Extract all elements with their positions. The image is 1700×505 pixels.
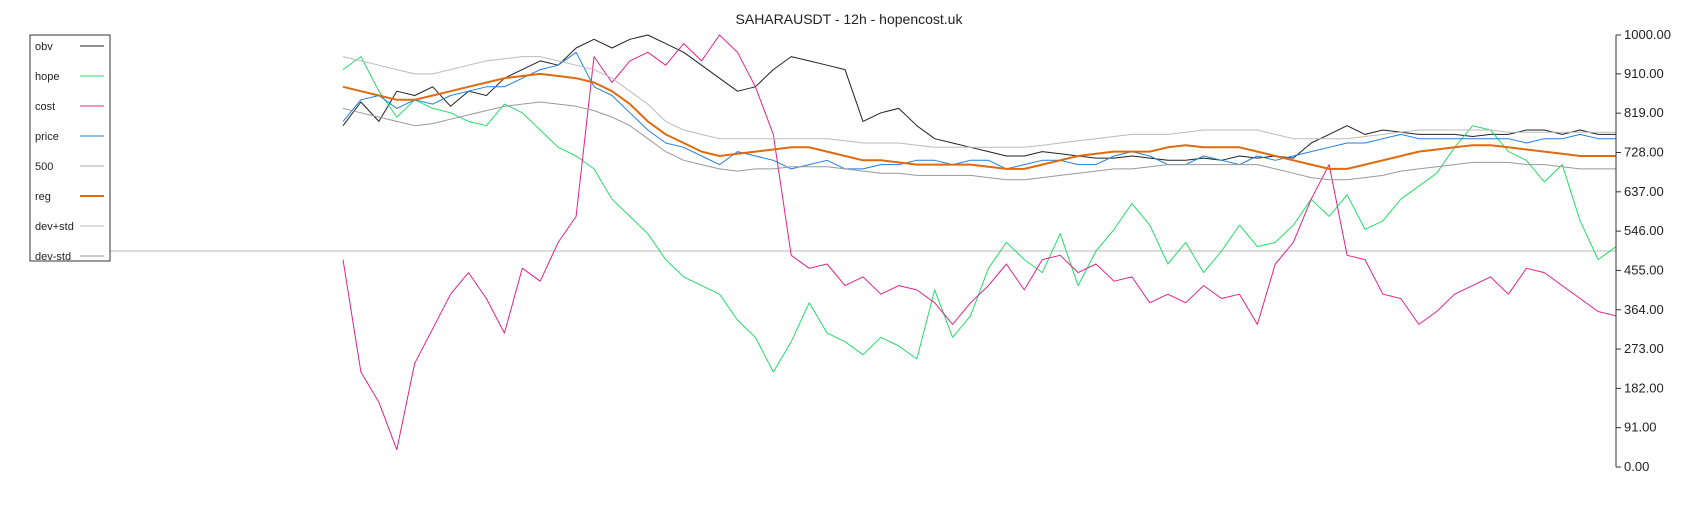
chart-title: SAHARAUSDT - 12h - hopencost.uk <box>736 11 964 27</box>
y-axis: 0.00 91.00 182.00 273.00 364.00 455.00 546.00 6… <box>1615 27 1671 474</box>
series-line-dev-std <box>342 56 1616 148</box>
legend-label: obv <box>35 41 53 53</box>
y-tick-label: 1000.00 <box>1624 27 1671 42</box>
y-tick-label: 182.00 <box>1624 380 1664 395</box>
legend: obv hope cost price 500 reg dev+std dev-std <box>29 34 111 263</box>
y-tick-label: 910.00 <box>1624 66 1664 81</box>
y-tick-label: 546.00 <box>1624 223 1664 238</box>
y-tick-label: 91.00 <box>1624 420 1657 435</box>
legend-label: cost <box>35 101 55 113</box>
legend-label: dev-std <box>35 251 71 263</box>
series-line-cost <box>342 34 1617 451</box>
legend-label: 500 <box>35 161 53 173</box>
series-line-obv <box>342 34 1616 161</box>
legend-label: hope <box>35 71 59 83</box>
legend-label: reg <box>35 191 51 203</box>
y-tick-label: 273.00 <box>1624 341 1664 356</box>
y-tick-label: 819.00 <box>1624 105 1664 120</box>
series-line-reg <box>342 72 1616 170</box>
series-line-hope <box>342 56 1617 373</box>
y-tick-label: 364.00 <box>1624 302 1664 317</box>
y-tick-label: 0.00 <box>1624 459 1649 474</box>
y-tick-label: 728.00 <box>1624 145 1664 160</box>
series-line-dev-std <box>342 101 1616 181</box>
plot-area <box>30 34 1617 451</box>
y-tick-label: 455.00 <box>1624 262 1664 277</box>
legend-label: dev+std <box>35 221 74 233</box>
legend-label: price <box>35 131 59 143</box>
series-line-price <box>342 51 1616 170</box>
y-tick-label: 637.00 <box>1624 184 1664 199</box>
legend-box <box>29 34 111 262</box>
